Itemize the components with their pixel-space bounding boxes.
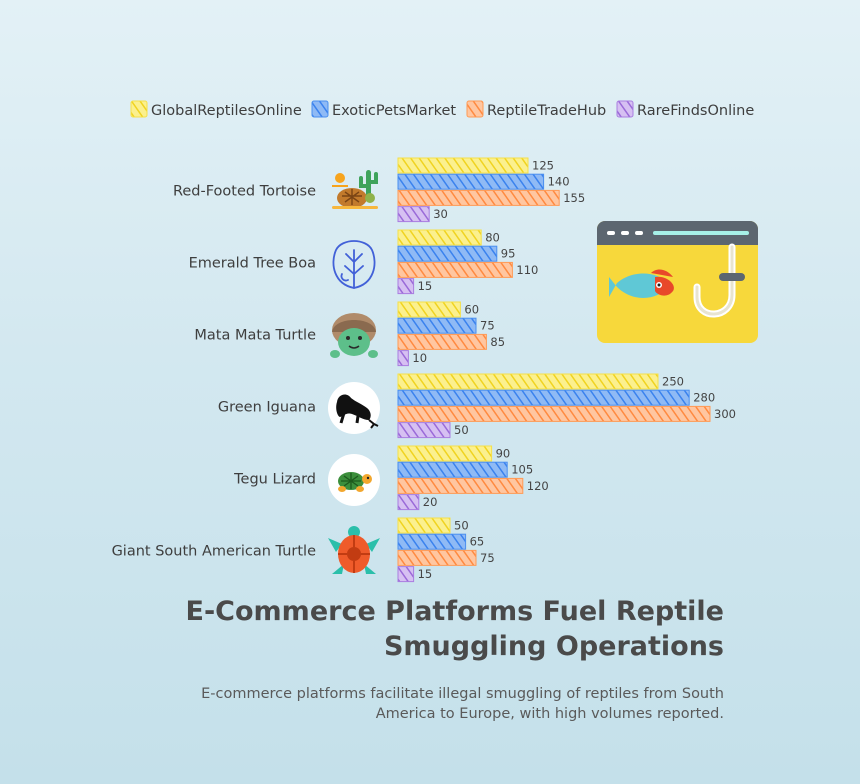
category-label-mata-mata-turtle: Mata Mata Turtle <box>194 327 316 343</box>
bar-rarefindsonline-tegu-lizard <box>397 494 420 511</box>
bar-globalreptilesonline-green-iguana <box>397 373 659 390</box>
value-label-exoticpetsmarket-emerald-tree-boa: 95 <box>501 247 516 261</box>
legend-swatch-reptiletradehub <box>466 100 484 118</box>
value-label-globalreptilesonline-mata-mata-turtle: 60 <box>464 303 479 317</box>
bar-exoticpetsmarket-tegu-lizard <box>397 461 508 478</box>
value-label-exoticpetsmarket-giant-south-american-turtle: 65 <box>470 535 485 549</box>
category-label-green-iguana: Green Iguana <box>218 399 316 415</box>
value-label-rarefindsonline-giant-south-american-turtle: 15 <box>418 567 433 581</box>
iguana-silhouette-icon <box>328 382 380 434</box>
bar-reptiletradehub-emerald-tree-boa <box>397 261 513 278</box>
value-label-reptiletradehub-green-iguana: 300 <box>714 407 736 421</box>
category-label-tegu-lizard: Tegu Lizard <box>233 471 316 487</box>
value-label-reptiletradehub-giant-south-american-turtle: 75 <box>480 551 495 565</box>
value-label-globalreptilesonline-green-iguana: 250 <box>662 375 684 389</box>
value-label-exoticpetsmarket-red-footed-tortoise: 140 <box>548 175 570 189</box>
legend-swatch-rarefindsonline <box>616 100 634 118</box>
bars: 1251401553080951101560758510250280300509… <box>397 157 736 583</box>
bar-rarefindsonline-green-iguana <box>397 422 451 439</box>
value-label-reptiletradehub-emerald-tree-boa: 110 <box>516 263 538 277</box>
legend-label-exoticpetsmarket: ExoticPetsMarket <box>332 103 456 119</box>
bar-globalreptilesonline-red-footed-tortoise <box>397 157 529 174</box>
legend-swatch-exoticpetsmarket <box>311 100 329 118</box>
bar-globalreptilesonline-tegu-lizard <box>397 445 493 462</box>
value-label-globalreptilesonline-giant-south-american-turtle: 50 <box>454 519 469 533</box>
bar-reptiletradehub-tegu-lizard <box>397 477 524 494</box>
category-label-emerald-tree-boa: Emerald Tree Boa <box>189 255 316 271</box>
leaf-outline-icon <box>332 240 376 289</box>
category-labels: Red-Footed Tortoise Emerald Tree Boa Mata … <box>112 183 317 559</box>
bar-rarefindsonline-emerald-tree-boa <box>397 278 415 295</box>
value-label-rarefindsonline-red-footed-tortoise: 30 <box>433 207 448 221</box>
fish-hook-browser-icon <box>597 221 758 343</box>
chart-title: E-Commerce Platforms Fuel Reptile Smuggl… <box>185 596 724 662</box>
chart-subtitle: E-commerce platforms facilitate illegal … <box>201 686 724 722</box>
legend-label-reptiletradehub: ReptileTradeHub <box>487 103 606 119</box>
tortoise-desert-icon <box>332 170 378 209</box>
value-label-exoticpetsmarket-green-iguana: 280 <box>693 391 715 405</box>
bar-exoticpetsmarket-green-iguana <box>397 389 690 406</box>
turtle-icon <box>328 454 380 506</box>
value-label-reptiletradehub-mata-mata-turtle: 85 <box>490 335 505 349</box>
bar-exoticpetsmarket-red-footed-tortoise <box>397 173 545 190</box>
bar-reptiletradehub-green-iguana <box>397 405 711 422</box>
category-label-giant-south-american-turtle: Giant South American Turtle <box>112 543 317 559</box>
value-label-rarefindsonline-emerald-tree-boa: 15 <box>418 279 433 293</box>
bar-reptiletradehub-giant-south-american-turtle <box>397 549 477 566</box>
bar-rarefindsonline-giant-south-american-turtle <box>397 566 415 583</box>
bar-rarefindsonline-mata-mata-turtle <box>397 350 409 367</box>
legend-swatch-globalreptilesonline <box>130 100 148 118</box>
value-label-rarefindsonline-green-iguana: 50 <box>454 423 469 437</box>
bar-globalreptilesonline-giant-south-american-turtle <box>397 517 451 534</box>
legend-label-globalreptilesonline: GlobalReptilesOnline <box>151 103 302 119</box>
bar-globalreptilesonline-mata-mata-turtle <box>397 301 461 318</box>
bar-reptiletradehub-mata-mata-turtle <box>397 333 487 350</box>
legend: GlobalReptilesOnline ExoticPetsMarket Rept… <box>130 100 754 119</box>
value-label-globalreptilesonline-emerald-tree-boa: 80 <box>485 231 500 245</box>
bar-exoticpetsmarket-mata-mata-turtle <box>397 317 477 334</box>
value-label-reptiletradehub-tegu-lizard: 120 <box>527 479 549 493</box>
sea-turtle-icon <box>328 526 380 574</box>
value-label-reptiletradehub-red-footed-tortoise: 155 <box>563 191 585 205</box>
value-label-rarefindsonline-mata-mata-turtle: 10 <box>412 351 427 365</box>
bar-exoticpetsmarket-giant-south-american-turtle <box>397 533 467 550</box>
bar-rarefindsonline-red-footed-tortoise <box>397 206 430 223</box>
value-label-globalreptilesonline-tegu-lizard: 90 <box>496 447 511 461</box>
value-label-exoticpetsmarket-tegu-lizard: 105 <box>511 463 533 477</box>
bar-reptiletradehub-red-footed-tortoise <box>397 189 560 206</box>
value-label-rarefindsonline-tegu-lizard: 20 <box>423 495 438 509</box>
value-label-exoticpetsmarket-mata-mata-turtle: 75 <box>480 319 495 333</box>
bar-globalreptilesonline-emerald-tree-boa <box>397 229 482 246</box>
value-label-globalreptilesonline-red-footed-tortoise: 125 <box>532 159 554 173</box>
legend-label-rarefindsonline: RareFindsOnline <box>637 103 754 119</box>
bar-exoticpetsmarket-emerald-tree-boa <box>397 245 498 262</box>
category-label-red-footed-tortoise: Red-Footed Tortoise <box>173 183 316 199</box>
mata-mata-turtle-icon <box>330 313 378 358</box>
